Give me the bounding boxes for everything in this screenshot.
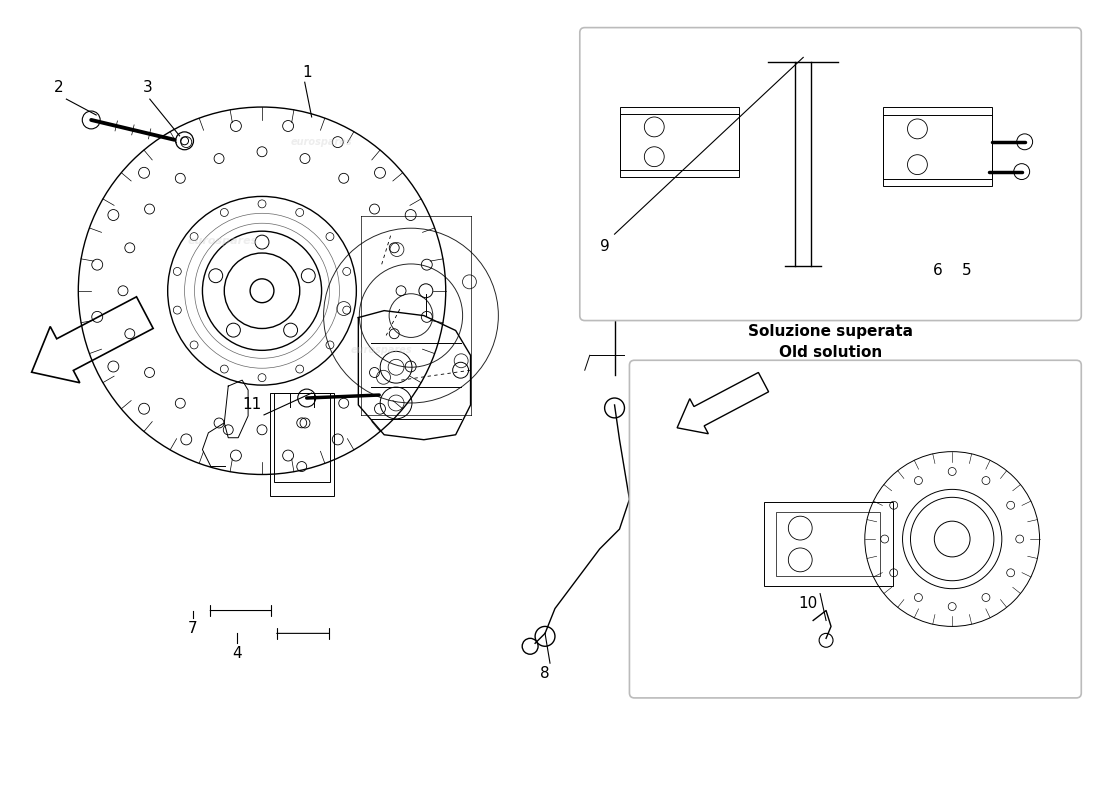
Text: 2: 2 (54, 80, 64, 94)
Bar (619, 114, 739, 170)
FancyBboxPatch shape (580, 28, 1081, 321)
Text: eurospares: eurospares (290, 137, 352, 147)
Text: 6: 6 (933, 263, 943, 278)
Text: 10: 10 (799, 596, 817, 611)
Bar (777, 512, 880, 576)
FancyBboxPatch shape (629, 360, 1081, 698)
Text: eurospares: eurospares (788, 554, 849, 564)
Text: 7: 7 (188, 621, 197, 636)
Bar (274, 393, 330, 482)
Bar (619, 107, 739, 177)
Text: eurospares: eurospares (718, 177, 780, 186)
Text: 3: 3 (143, 80, 153, 94)
Text: 11: 11 (242, 398, 262, 413)
Bar (882, 107, 992, 186)
Text: 9: 9 (600, 238, 609, 254)
Text: 4: 4 (232, 646, 242, 661)
Text: 5: 5 (962, 263, 972, 278)
Text: 1: 1 (301, 65, 311, 80)
Bar (270, 393, 333, 496)
Text: Soluzione superata
Old solution: Soluzione superata Old solution (748, 323, 913, 359)
Bar (763, 502, 892, 586)
Text: 8: 8 (540, 666, 550, 681)
Bar (882, 115, 992, 178)
Text: eurospares: eurospares (187, 236, 257, 246)
Text: eurospares: eurospares (351, 346, 412, 355)
